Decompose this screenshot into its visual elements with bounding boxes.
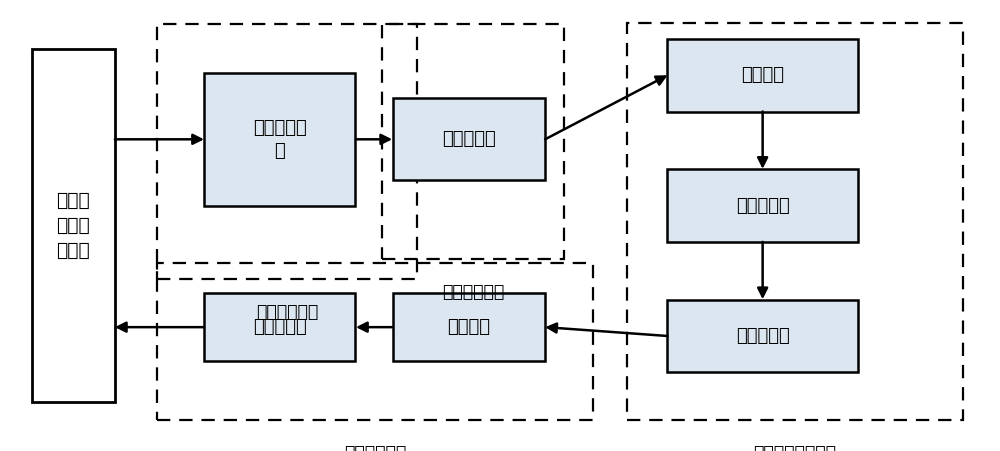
Bar — [204, 73, 355, 206]
Bar — [667, 39, 858, 112]
Bar — [627, 23, 963, 420]
Bar — [157, 24, 417, 279]
Bar — [382, 24, 564, 259]
Text: 高效过滤器: 高效过滤器 — [736, 327, 790, 345]
Bar — [32, 49, 115, 402]
Bar — [667, 299, 858, 373]
Text: 循环风机: 循环风机 — [447, 318, 490, 336]
Text: 温度控制单元: 温度控制单元 — [442, 283, 504, 301]
Bar — [667, 169, 858, 242]
Text: 预过滤器: 预过滤器 — [741, 66, 784, 84]
Bar — [157, 263, 593, 420]
Bar — [393, 293, 545, 361]
Text: 超精密
机床加
工区域: 超精密 机床加 工区域 — [56, 191, 90, 260]
Text: 油气分离单元: 油气分离单元 — [256, 303, 318, 321]
Bar — [204, 293, 355, 361]
Text: 电加热线圈: 电加热线圈 — [442, 130, 496, 148]
Bar — [393, 98, 545, 180]
Text: 循环控制单元: 循环控制单元 — [344, 444, 406, 451]
Text: 初效过滤器: 初效过滤器 — [736, 197, 790, 215]
Text: 三级高效过滤单元: 三级高效过滤单元 — [753, 444, 836, 451]
Text: 流量控制器: 流量控制器 — [253, 318, 306, 336]
Text: 冷冻除油系
统: 冷冻除油系 统 — [253, 119, 306, 160]
